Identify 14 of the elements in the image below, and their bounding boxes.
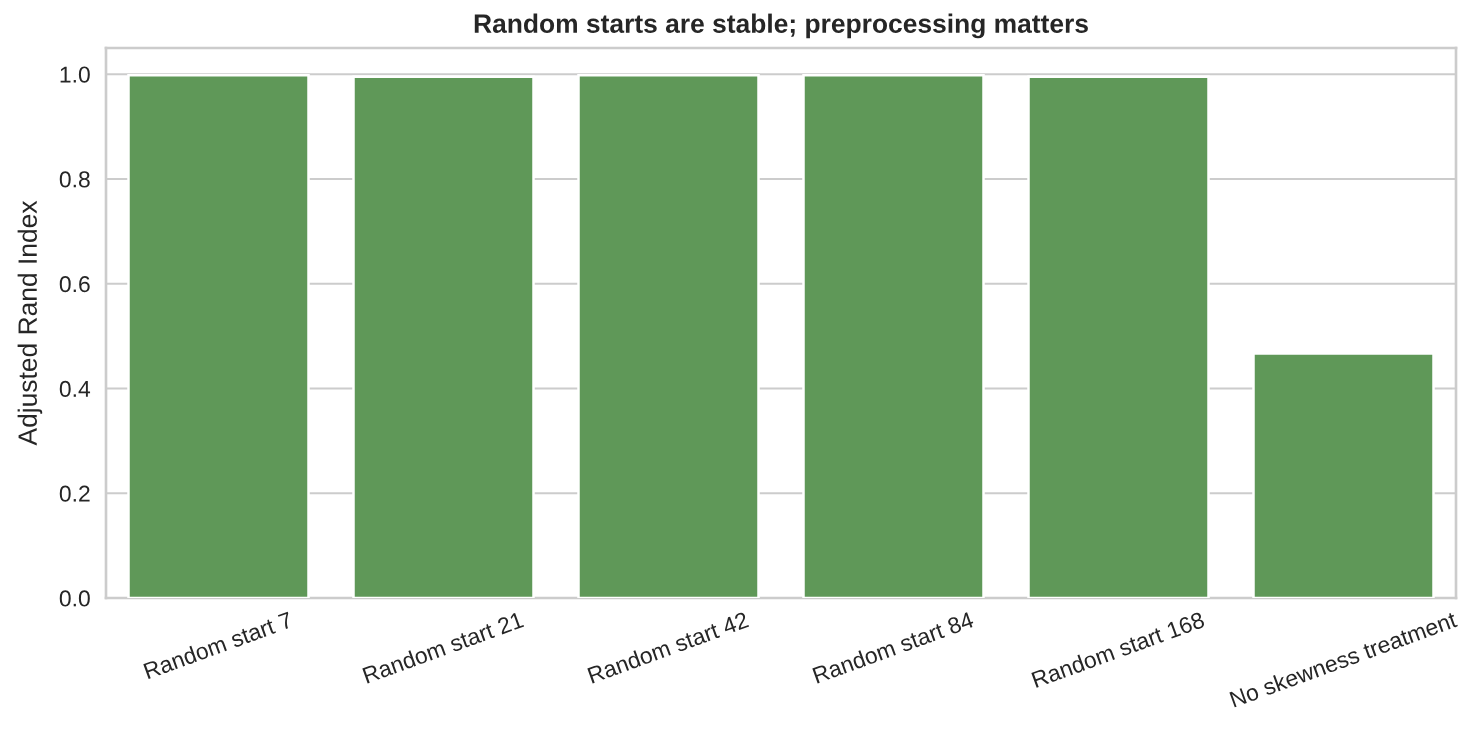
bar — [1252, 352, 1435, 598]
y-tick-label: 0.4 — [59, 380, 91, 398]
bar — [802, 73, 985, 598]
bar — [577, 73, 760, 598]
y-axis-title: Adjusted Rand Index — [17, 200, 43, 446]
bar — [1027, 75, 1210, 598]
y-tick-label: 0.8 — [59, 171, 90, 188]
y-tick-label: 0.6 — [59, 276, 90, 293]
y-tick-label: 0.2 — [59, 485, 90, 502]
bar — [352, 75, 535, 598]
y-tick-label: 1.0 — [60, 66, 90, 83]
bar — [127, 73, 310, 598]
y-tick-label: 0.0 — [59, 590, 90, 607]
chart-title: Random starts are stable; preprocessing matters — [474, 13, 1088, 39]
